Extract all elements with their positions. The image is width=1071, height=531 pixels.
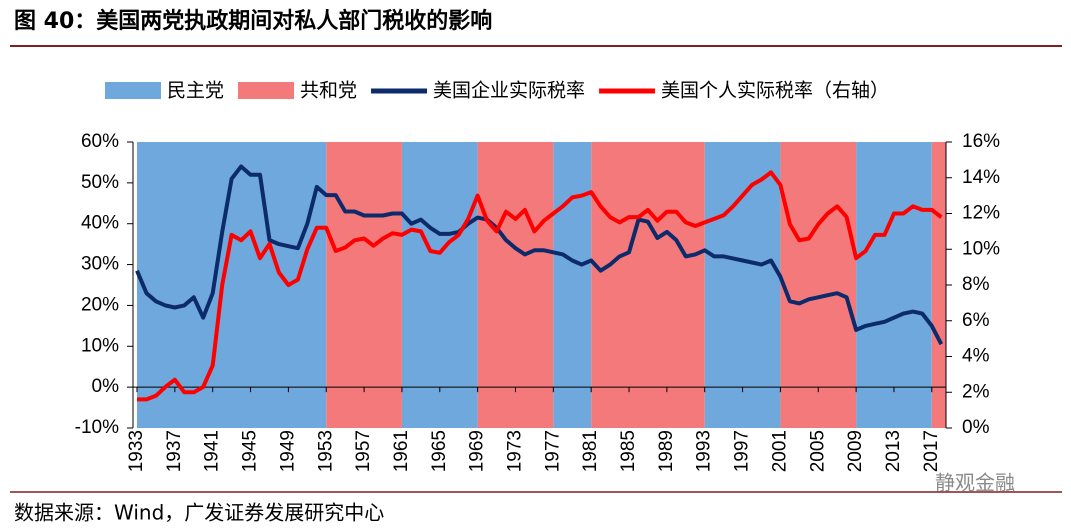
x-tick-label: 1969 [467, 430, 488, 472]
x-tick-label: 1961 [391, 430, 412, 472]
y2-tick-label: 2% [962, 381, 990, 402]
x-tick-label: 2005 [807, 430, 828, 472]
x-tick-label: 1941 [202, 430, 223, 472]
x-tick-label: 1933 [126, 430, 147, 472]
x-tick-label: 1989 [656, 430, 677, 472]
legend-label: 共和党 [300, 80, 357, 102]
period-band [856, 142, 932, 428]
y2-tick-label: 10% [962, 238, 1000, 259]
y2-tick-label: 4% [962, 346, 990, 367]
chart-title: 图 40：美国两党执政期间对私人部门税收的影响 [14, 8, 492, 34]
x-tick-label: 1953 [315, 430, 336, 472]
y2-tick-label: 14% [962, 167, 1000, 188]
y-tick-label: 20% [81, 294, 119, 315]
x-tick-label: 1985 [618, 430, 639, 472]
legend-swatch [238, 82, 295, 99]
series-line [137, 170, 943, 402]
legend-label: 美国企业实际税率 [433, 80, 585, 102]
y-tick-label: 30% [81, 254, 119, 275]
y-tick-label: 50% [81, 172, 119, 193]
y2-tick-label: 0% [962, 417, 990, 438]
y-tick-label: 10% [81, 335, 119, 356]
y-tick-label: -10% [75, 417, 119, 438]
watermark: 静观金融 [935, 471, 1015, 495]
x-tick-label: 2009 [845, 430, 866, 472]
period-band [704, 142, 781, 428]
y-tick-label: 0% [92, 376, 120, 397]
period-band [780, 142, 857, 428]
x-tick-label: 2013 [883, 430, 904, 472]
x-tick-label: 1937 [164, 430, 185, 472]
x-tick-label: 1949 [277, 430, 298, 472]
y2-tick-label: 16% [962, 131, 1000, 152]
period-band [591, 142, 705, 428]
x-tick-label: 1997 [732, 430, 753, 472]
x-tick-label: 1973 [504, 430, 525, 472]
source-note: 数据来源：Wind，广发证券发展研究中心 [14, 501, 384, 525]
period-band [401, 142, 478, 428]
x-tick-label: 1965 [429, 430, 450, 472]
period-band [326, 142, 402, 428]
y-tick-label: 40% [81, 213, 119, 234]
x-tick-label: 1993 [694, 430, 715, 472]
y2-tick-label: 6% [962, 310, 990, 331]
x-tick-label: 1981 [580, 430, 601, 472]
period-band [553, 142, 592, 428]
x-tick-label: 1945 [240, 430, 261, 472]
x-tick-label: 2017 [921, 430, 942, 472]
y2-tick-label: 12% [962, 203, 1000, 224]
y-tick-label: 60% [81, 131, 119, 152]
y2-tick-label: 8% [962, 274, 990, 295]
legend-swatch [105, 82, 161, 99]
x-tick-label: 1977 [542, 430, 563, 472]
x-tick-label: 2001 [769, 430, 790, 472]
period-band [477, 142, 554, 428]
period-band [931, 142, 946, 428]
legend-label: 美国个人实际税率（右轴） [661, 80, 889, 102]
series-line [135, 164, 944, 346]
x-tick-label: 1957 [353, 430, 374, 472]
legend-label: 民主党 [167, 80, 224, 102]
